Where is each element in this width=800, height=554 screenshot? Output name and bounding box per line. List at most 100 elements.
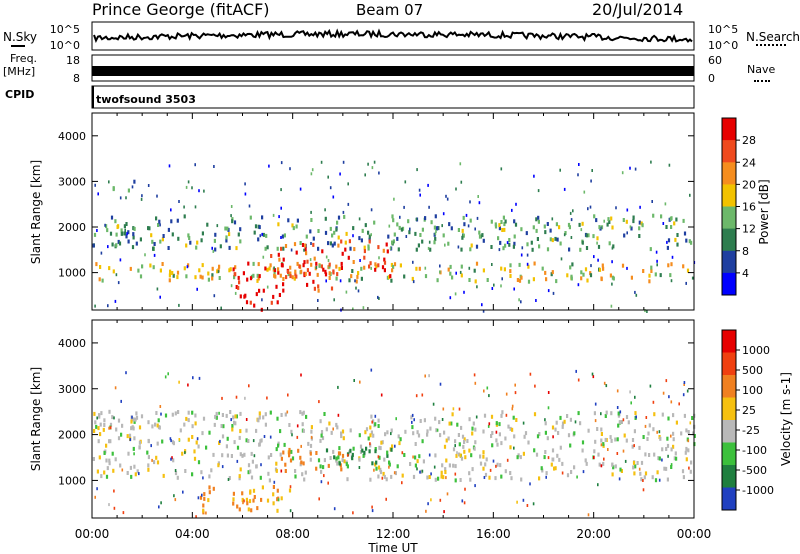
velocity-cell xyxy=(550,462,553,467)
power-noise xyxy=(511,208,513,212)
velocity-noise xyxy=(587,513,590,517)
power-cell xyxy=(525,231,528,236)
velocity-cell xyxy=(302,410,305,415)
velocity-noise xyxy=(488,394,490,398)
power-noise xyxy=(268,164,270,168)
power-cell xyxy=(390,262,393,267)
velocity-cell xyxy=(179,428,182,433)
power-noise xyxy=(626,231,628,235)
power-noise xyxy=(94,183,96,187)
power-cell xyxy=(324,230,328,235)
power-noise xyxy=(324,208,326,212)
power-cell xyxy=(667,263,670,268)
velocity-cell xyxy=(193,449,196,454)
velocity-cell xyxy=(126,434,129,439)
power-cell xyxy=(532,277,535,282)
power-noise xyxy=(460,180,463,184)
power-cell xyxy=(669,216,672,221)
velocity-cell xyxy=(516,455,519,460)
power-cell xyxy=(478,234,482,239)
velocity-cell xyxy=(252,498,255,503)
velocity-cell xyxy=(484,462,487,467)
velocity-noise xyxy=(474,381,477,385)
velocity-cell xyxy=(106,466,109,471)
velocity-cell xyxy=(258,415,261,420)
power-cell xyxy=(266,245,269,250)
power-cell xyxy=(625,219,628,224)
power-noise xyxy=(378,256,380,260)
power-cell xyxy=(111,242,114,247)
power-cell xyxy=(320,264,323,269)
velocity-cell xyxy=(577,411,580,416)
power-cell xyxy=(546,222,549,226)
power-cell xyxy=(295,274,298,279)
y-tick-label: 4000 xyxy=(58,337,86,350)
power-noise xyxy=(94,304,96,308)
power-cell xyxy=(460,273,463,278)
power-noise xyxy=(560,257,563,261)
power-cell xyxy=(623,233,626,238)
velocity-cell xyxy=(551,425,555,430)
velocity-cell xyxy=(593,449,596,454)
velocity-cell xyxy=(234,421,237,426)
velocity-noise xyxy=(454,444,456,448)
velocity-cell xyxy=(569,443,572,448)
power-noise xyxy=(639,205,641,209)
velocity-cell xyxy=(250,508,253,513)
velocity-cell xyxy=(566,473,570,478)
power-cell xyxy=(638,220,641,225)
power-noise xyxy=(310,172,313,176)
power-cell xyxy=(324,216,327,221)
velocity-cell xyxy=(500,474,503,479)
velocity-cell xyxy=(329,456,332,460)
velocity-noise xyxy=(433,465,436,469)
velocity-cell xyxy=(362,453,365,458)
velocity-cell xyxy=(341,453,345,458)
power-cell xyxy=(276,246,279,251)
power-cell xyxy=(244,293,247,298)
power-noise xyxy=(370,233,372,237)
velocity-cell xyxy=(232,415,235,420)
power-noise xyxy=(520,253,523,257)
power-cell xyxy=(546,247,550,252)
velocity-noise xyxy=(94,495,96,499)
power-cell xyxy=(504,243,507,248)
power-noise xyxy=(520,300,522,304)
velocity-noise xyxy=(174,498,177,502)
velocity-noise xyxy=(195,515,197,519)
power-noise xyxy=(454,292,457,296)
velocity-cell xyxy=(94,420,97,425)
velocity-cell xyxy=(335,458,338,463)
velocity-cell xyxy=(202,508,205,513)
power-cell xyxy=(253,230,256,235)
power-noise xyxy=(478,201,481,205)
power-cell xyxy=(292,226,295,231)
velocity-cell xyxy=(434,477,437,482)
colorbar-swatch xyxy=(722,442,736,466)
colorbar-tick-label: 100 xyxy=(742,384,763,397)
velocity-cell xyxy=(456,422,459,427)
velocity-cell xyxy=(290,429,293,434)
power-cell xyxy=(387,234,390,239)
power-noise xyxy=(578,163,580,166)
velocity-cell xyxy=(652,427,655,432)
velocity-cell xyxy=(544,421,547,426)
velocity-cell xyxy=(232,497,235,502)
power-cell xyxy=(99,265,102,269)
power-noise xyxy=(303,248,305,252)
power-cell xyxy=(688,239,691,244)
power-cell xyxy=(289,271,292,276)
power-cell xyxy=(348,239,351,244)
velocity-cell xyxy=(573,465,576,470)
velocity-cell xyxy=(634,411,637,416)
velocity-cell xyxy=(374,422,377,427)
power-cell xyxy=(309,229,312,234)
power-noise xyxy=(347,202,350,206)
power-cell xyxy=(157,223,160,227)
power-cell xyxy=(139,237,142,242)
velocity-cell xyxy=(349,448,352,453)
freq-label-line1: Freq. xyxy=(10,52,38,65)
velocity-cell xyxy=(283,442,286,447)
velocity-noise xyxy=(174,469,177,472)
power-cell xyxy=(120,231,123,236)
